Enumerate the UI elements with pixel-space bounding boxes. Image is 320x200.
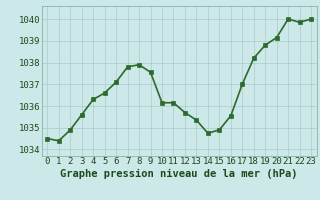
X-axis label: Graphe pression niveau de la mer (hPa): Graphe pression niveau de la mer (hPa): [60, 169, 298, 179]
